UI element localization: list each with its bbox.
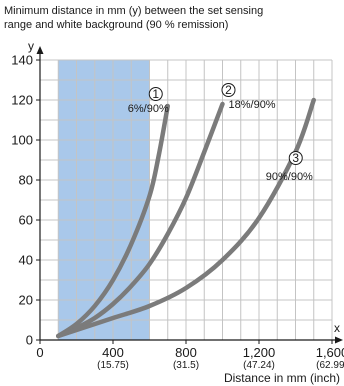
series-labels-layer: 1 6%/90% 2 18%/90% 3 90%/90% xyxy=(128,83,313,183)
y-axis-letter: y xyxy=(28,39,34,53)
x-tick-label: 400 xyxy=(102,345,124,360)
series-1-ratio-label: 6%/90% xyxy=(128,103,169,115)
y-tick-label: 60 xyxy=(19,213,33,228)
x-axis-arrow-icon xyxy=(335,336,343,344)
series-3-ratio-label: 90%/90% xyxy=(266,171,313,183)
x-tick-sublabel: (47.24) xyxy=(243,360,275,371)
chart-title-line-1: Minimum distance in mm (y) between the s… xyxy=(4,5,263,17)
tick-labels-layer: 0 20 40 60 80 100 120 140 0 400(15.75) 800(31.5) 1,… xyxy=(11,53,344,372)
axes-layer xyxy=(36,46,343,344)
series-1-number: 1 xyxy=(152,87,159,101)
x-tick-sublabel: (15.75) xyxy=(97,360,129,371)
x-axis-title: Distance in mm (inch) xyxy=(224,371,340,385)
x-tick-label: 1,600 xyxy=(316,345,344,360)
y-tick-label: 80 xyxy=(19,173,33,188)
series-1-label: 1 6%/90% xyxy=(128,87,169,115)
y-tick-label: 140 xyxy=(11,53,33,68)
series-2-ratio-label: 18%/90% xyxy=(229,99,276,111)
curves-layer xyxy=(56,97,316,339)
x-tick-label: 800 xyxy=(175,345,197,360)
y-tick-label: 120 xyxy=(11,93,33,108)
y-tick-label: 0 xyxy=(26,333,33,348)
x-axis-letter: x xyxy=(334,321,340,335)
y-axis-arrow-icon xyxy=(36,46,44,54)
series-3-number: 3 xyxy=(292,151,299,165)
series-2-number: 2 xyxy=(225,83,232,97)
series-1-number-circle xyxy=(148,87,163,101)
series-3-label: 3 90%/90% xyxy=(266,151,313,183)
series-1-curve xyxy=(56,103,170,339)
x-tick-sublabel: (62.99) xyxy=(316,360,344,371)
series-3-number-circle xyxy=(288,151,303,165)
series-2-curve xyxy=(56,101,225,339)
y-tick-label: 40 xyxy=(19,253,33,268)
series-3-curve xyxy=(56,97,316,339)
series-2-number-circle xyxy=(221,83,236,97)
series-2-label: 2 18%/90% xyxy=(221,83,276,111)
y-tick-label: 20 xyxy=(19,293,33,308)
chart-title-line-2: range and white background (90 % remissi… xyxy=(4,19,228,31)
x-tick-sublabel: (31.5) xyxy=(173,360,199,371)
chart-title: Minimum distance in mm (y) between the s… xyxy=(4,5,263,31)
y-tick-label: 100 xyxy=(11,133,33,148)
x-tick-label: 1,200 xyxy=(243,345,276,360)
x-tick-label: 0 xyxy=(36,345,43,360)
